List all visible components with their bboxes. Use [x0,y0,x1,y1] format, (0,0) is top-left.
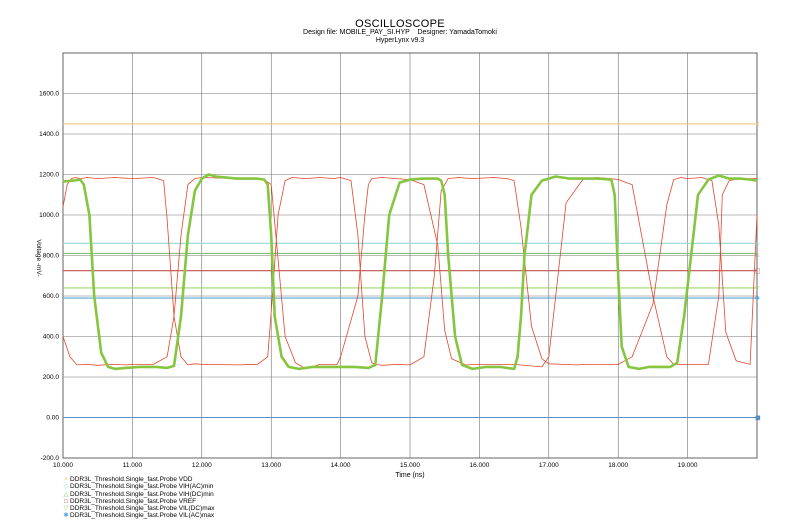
legend-marker-icon: ✱ [63,512,69,520]
y-tick-label: 1400.0 [39,131,59,138]
y-tick-label: -200.0 [41,455,60,462]
x-tick-label: 10.000 [53,462,73,469]
x-tick-label: 13.000 [261,462,281,469]
threshold-lines [63,123,757,419]
y-tick-label: 0.00 [46,415,59,422]
legend-entry: △ DDR3L_Threshold.Single_fast.Probe VIH(D… [63,491,215,498]
x-tick-label: 15.000 [400,462,420,469]
designer-value: YamadaTomoki [449,29,497,36]
x-tick-label: 12.000 [192,462,212,469]
threshold-marker: × [755,121,760,128]
y-tick-label: 1000.0 [39,212,59,219]
x-axis-ticks: 10.000 11.000 12.000 13.000 14.000 15.000 16.0… [53,462,698,469]
legend-marker-icon: × [64,476,68,483]
legend-marker-icon: ◇ [63,483,69,491]
legend-entry: ◇ DDR3L_Threshold.Single_fast.Probe VIH(A… [63,483,215,490]
design-file-value: MOBILE_PAY_SI.HYP [339,29,410,36]
legend-label: DDR3L_Threshold.Single_fast.Probe VIL(DC… [70,505,215,513]
y-axis-ticks: -200.0 0.00 200.0 400.0 600.0 800.0 1000.0 1200… [39,91,59,463]
legend-label: DDR3L_Threshold.Single_fast.Probe VIH(AC… [70,483,214,491]
waveform-trace [62,173,758,371]
legend-label: DDR3L_Threshold.Single_fast.Probe VREF [70,497,197,505]
legend-marker-icon: □ [64,497,68,505]
design-file-label: Design file: [303,29,338,36]
y-tick-label: 800.0 [43,253,60,260]
y-tick-label: 400.0 [43,334,60,341]
waveform-trace [62,177,758,366]
x-tick-label: 11.000 [123,462,143,469]
legend: × DDR3L_Threshold.Single_fast.Probe VDD ◇ D… [63,476,215,520]
x-tick-label: 16.000 [469,462,489,469]
y-axis-label: Voltage -mV- [35,239,42,276]
waveform-trace [62,177,757,370]
y-tick-label: 600.0 [43,293,60,300]
right-edge-markers: × ◇ △ □ ▽ ✱ ■ [755,121,761,422]
legend-entry: × DDR3L_Threshold.Single_fast.Probe VDD [63,476,215,483]
x-tick-label: 19.000 [678,462,698,469]
waveform-traces [62,173,758,371]
y-tick-label: 1200.0 [39,172,59,179]
threshold-marker: ■ [755,415,761,422]
legend-marker-icon: ▽ [63,505,69,513]
x-tick-label: 17.000 [539,462,559,469]
chart-subtitle: Design file: MOBILE_PAY_SI.HYP Designer:… [0,29,800,36]
legend-label: DDR3L_Threshold.Single_fast.Probe VIH(DC… [70,490,214,498]
threshold-marker: ✱ [755,295,760,302]
legend-entry: ▽ DDR3L_Threshold.Single_fast.Probe VIL(D… [63,505,215,512]
threshold-marker: ◇ [755,240,760,247]
threshold-marker: ▽ [755,285,760,292]
threshold-marker: □ [755,268,761,275]
legend-label: DDR3L_Threshold.Single_fast.Probe VDD [70,476,193,483]
designer-label: Designer: [417,29,448,36]
legend-entry: □ DDR3L_Threshold.Single_fast.Probe VREF [63,498,215,505]
x-tick-label: 14.000 [331,462,351,469]
x-tick-label: 18.000 [608,462,628,469]
software-version: HyperLynx v9.3 [375,37,425,44]
y-tick-label: 1600.0 [39,91,59,98]
y-tick-label: 200.0 [43,374,60,381]
legend-label: DDR3L_Threshold.Single_fast.Probe VIL(AC… [70,512,215,520]
legend-entry: ✱DDR3L_Threshold.Single_fast.Probe VIL(A… [63,512,215,519]
threshold-marker: △ [755,250,760,257]
legend-marker-icon: △ [63,490,69,498]
x-axis-label: Time (ns) [395,472,424,479]
chart-title: OSCILLOSCOPE [355,18,445,30]
